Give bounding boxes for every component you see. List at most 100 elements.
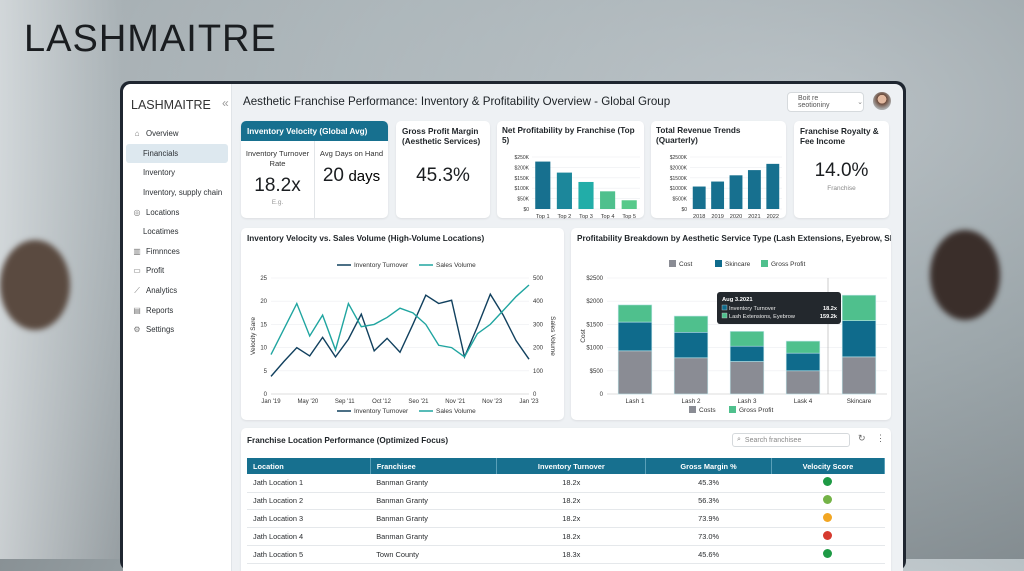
table-cell: Jath Location 3 xyxy=(247,509,371,529)
tick-label: 159.2k xyxy=(820,314,838,320)
column-header[interactable]: Gross Margin % xyxy=(645,458,772,475)
table-cell: Banman Granty xyxy=(370,474,497,493)
background-person xyxy=(930,230,1000,320)
sidebar-item-analytics[interactable]: ⟋ Analytics xyxy=(126,281,228,301)
tick-label: 2019 xyxy=(711,214,723,220)
tick-label: Lash Extensions, Eyebrow xyxy=(729,314,796,320)
status-dot xyxy=(823,513,833,523)
kpi-gross-margin: Gross Profit Margin (Aesthetic Services)… xyxy=(396,121,490,218)
column-header[interactable]: Franchisee xyxy=(370,458,498,475)
sidebar-item-inventory-supply-chain[interactable]: Inventory, supply chain xyxy=(126,183,228,203)
legend-swatch xyxy=(669,260,676,268)
tick-label: 2020 xyxy=(730,214,742,220)
sidebar-item-locatimes[interactable]: Locatimes xyxy=(126,222,228,242)
days-value: 20 xyxy=(322,164,344,186)
sidebar-item-settings[interactable]: ⚙ Settings xyxy=(126,320,228,340)
table-cell: 45.6% xyxy=(645,545,772,564)
table-row[interactable]: Jath Location 3 Banman Granty 18.2x 73.9% xyxy=(247,509,885,529)
table-cell: 18.3x xyxy=(496,545,646,564)
chevron-down-icon: ⌄ xyxy=(857,99,863,106)
velocity-score xyxy=(771,527,885,546)
bar xyxy=(766,163,780,209)
bar-segment xyxy=(841,295,877,322)
table-row[interactable]: Jath Location 5 Town County 18.3x 45.6% xyxy=(247,545,885,564)
table-cell: 56.3% xyxy=(645,492,772,511)
refresh-icon[interactable]: ↻ xyxy=(858,433,866,443)
tick-label: Seo '21 xyxy=(408,399,429,405)
turnover-note: E.g. xyxy=(271,198,284,206)
tick-label: Jan '23 xyxy=(519,399,539,405)
sidebar-logo: LASHMAITRE xyxy=(131,98,211,112)
sidebar-item-overview[interactable]: ⌂ Overview xyxy=(126,124,228,144)
bar xyxy=(578,181,594,209)
table-row[interactable]: Jath Location 4 Banman Granty 18.2x 73.0% xyxy=(247,527,885,546)
sidebar-item-fimnnces[interactable]: ▥ Fimnnces xyxy=(126,242,228,262)
sidebar-item-locations[interactable]: ◎ Locations xyxy=(126,202,228,222)
page-title: Aesthetic Franchise Performance: Invento… xyxy=(243,95,671,108)
legend-swatch xyxy=(729,406,736,414)
tick-label: 15 xyxy=(260,323,267,329)
search-input[interactable]: ⌕ Search franchisee xyxy=(732,433,850,447)
tick-label: Nov '21 xyxy=(445,399,466,405)
table-title: Franchise Location Performance (Optimize… xyxy=(247,436,449,445)
tick-label: $250K xyxy=(515,155,530,161)
bar-segment xyxy=(729,331,765,347)
column-header[interactable]: Location xyxy=(247,458,371,475)
sidebar-item-inventory[interactable]: Inventory xyxy=(126,163,228,183)
tick-label: Top 3 xyxy=(579,214,593,220)
column-header[interactable]: Inventory Turnover xyxy=(496,458,647,475)
sidebar-item-reports[interactable]: ▤ Reports xyxy=(126,300,228,320)
tick-label: $200K xyxy=(515,165,530,171)
tick-label: Inventory Turnover xyxy=(354,262,409,269)
tick-label: $1000K xyxy=(670,186,688,192)
table-cell: 18.2x xyxy=(496,527,646,546)
sidebar-item-label: Inventory, supply chain xyxy=(143,188,223,198)
bar-segment xyxy=(841,320,877,358)
tick-label: $2500 xyxy=(586,276,603,282)
tick-label: 18.2x xyxy=(823,306,838,312)
location-table: Location Franchisee Inventory Turnover Gros… xyxy=(247,458,886,564)
sidebar-item-profit[interactable]: ▭ Profit xyxy=(126,261,228,281)
bar-segment xyxy=(617,322,653,352)
kpi-royalty: Franchise Royalty & Fee Income 14.0% Fra… xyxy=(794,121,889,218)
pin-icon: ◎ xyxy=(133,207,141,217)
location-table-card: Franchise Location Performance (Optimize… xyxy=(241,428,891,571)
table-cell: Banman Granty xyxy=(370,492,497,511)
net-profitability-chart: $0 $50K $100K $150K $200K $250K Top 1 Top 2 Top … xyxy=(515,155,640,220)
tick-label: Top 4 xyxy=(601,214,615,220)
analytics-icon: ⟋ xyxy=(134,285,140,295)
more-options-icon[interactable]: ⋮ xyxy=(876,433,885,443)
bar-segment xyxy=(785,353,821,372)
status-dot xyxy=(823,495,833,505)
tick-label: Gross Profit xyxy=(771,261,806,268)
card-title: Net Profitability by Franchise (Top 5) xyxy=(502,126,635,146)
tick-label: Aug 3.2021 xyxy=(722,297,753,303)
tick-label: 2018 xyxy=(693,214,705,220)
profitability-breakdown-card: Profitability Breakdown by Aesthetic Ser… xyxy=(571,228,891,420)
tick-label: 0 xyxy=(533,392,537,398)
collapse-sidebar-icon[interactable]: « xyxy=(222,96,229,110)
avatar[interactable] xyxy=(873,92,891,110)
column-header[interactable]: Velocity Score xyxy=(771,458,886,475)
search-icon: ⌕ xyxy=(737,436,741,443)
tick-label: 200 xyxy=(533,346,544,352)
tick-label: Lash 2 xyxy=(682,398,701,405)
tick-label: Oct '12 xyxy=(372,399,391,405)
tick-label: Sales Volume xyxy=(436,408,476,415)
turnover-label: Inventory Turnover Rate xyxy=(245,149,310,168)
royalty-note: Franchise xyxy=(827,184,856,192)
table-row[interactable]: Jath Location 1 Banman Granty 18.2x 45.3% xyxy=(247,474,885,493)
table-row[interactable]: Jath Location 2 Banman Granty 18.2x 56.3% xyxy=(247,492,885,511)
days-unit: days xyxy=(348,167,381,185)
sidebar-item-financials[interactable]: Financials xyxy=(126,143,228,164)
revenue-trends-chart: $0 $500K $1000K $1500K $2000K $2500K 2018 2019 2… xyxy=(670,155,782,220)
days-label: Avg Days on Hand xyxy=(319,149,384,158)
tick-label: 500 xyxy=(533,276,544,282)
table-cell: Jath Location 1 xyxy=(247,474,371,493)
card-title: Profitability Breakdown by Aesthetic Ser… xyxy=(577,234,891,243)
tick-label: 0 xyxy=(600,392,604,398)
tick-label: Velocity Sare xyxy=(250,317,257,355)
section-select[interactable]: Boit re seotioniny ⌄ xyxy=(787,92,864,112)
bar-segment xyxy=(617,350,653,395)
table-cell: 18.2x xyxy=(496,509,646,529)
